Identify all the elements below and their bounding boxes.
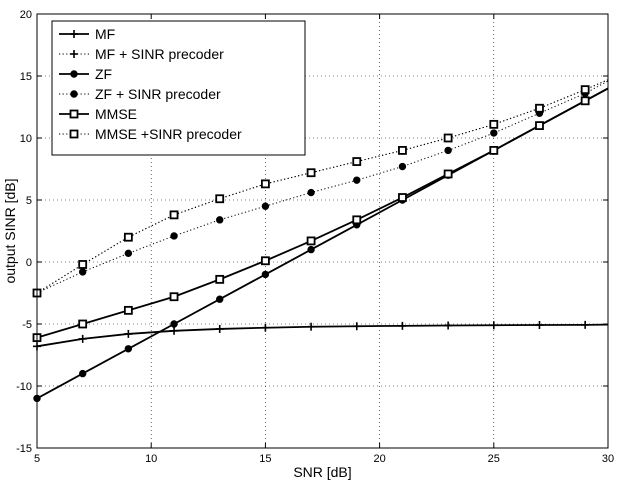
data-point [489, 119, 499, 129]
data-point [535, 121, 544, 130]
data-point [398, 321, 407, 330]
legend-label: ZF + SINR precoder [95, 86, 221, 102]
series-3 [33, 80, 609, 297]
data-point [123, 305, 133, 315]
data-point [215, 194, 225, 204]
data-point [170, 232, 178, 240]
x-tick-label: 10 [145, 453, 157, 465]
y-tick-label: 0 [26, 257, 32, 269]
data-point [444, 146, 452, 155]
data-point [352, 322, 361, 331]
data-point [443, 169, 453, 179]
data-point [169, 210, 179, 220]
x-tick-label: 20 [373, 453, 385, 465]
legend-entry: ZF + SINR precoder [59, 86, 221, 102]
legend-entry: MMSE +SINR precoder [59, 126, 242, 142]
y-tick-label: 10 [20, 133, 32, 145]
legend-marker [70, 30, 78, 38]
data-point [124, 345, 133, 353]
y-tick-label: 5 [26, 195, 32, 207]
legend-label: MF [95, 26, 115, 42]
data-point [581, 320, 590, 329]
y-tick-label: -10 [16, 381, 32, 393]
legend-entry: MMSE [59, 106, 137, 122]
data-point [490, 129, 498, 137]
series-line [36, 80, 609, 294]
data-point [78, 319, 88, 329]
data-point [260, 179, 270, 189]
y-tick-label: -15 [16, 443, 32, 455]
data-point [489, 321, 498, 330]
data-point [489, 145, 499, 155]
x-tick-label: 30 [602, 453, 614, 465]
data-point [535, 103, 544, 113]
series-line [36, 79, 609, 294]
data-point [398, 193, 407, 202]
legend-label: MMSE +SINR precoder [95, 126, 242, 142]
data-point [78, 268, 87, 276]
y-tick-label: 20 [20, 9, 32, 21]
data-point [307, 188, 315, 197]
data-point [123, 232, 133, 242]
x-tick-label: 5 [34, 453, 40, 465]
data-point [352, 215, 362, 225]
data-point [398, 145, 407, 155]
data-point [443, 133, 453, 143]
data-point [307, 245, 315, 254]
data-point [124, 249, 133, 258]
data-point [444, 321, 453, 330]
data-point [307, 322, 316, 331]
legend-label: MF + SINR precoder [95, 46, 224, 62]
data-point [215, 274, 225, 284]
axis-ticks: 5 10 15 20 25 30 -15 -10 -5 0 5 10 15 20 [16, 9, 614, 465]
data-point [78, 369, 87, 378]
data-point [261, 202, 270, 210]
data-point [78, 334, 87, 343]
y-tick-label: 15 [20, 71, 32, 83]
legend-marker [70, 70, 78, 78]
data-point [535, 320, 544, 329]
data-point [261, 323, 270, 332]
data-point [353, 176, 361, 184]
data-point [216, 295, 224, 303]
data-point [261, 270, 270, 279]
data-point [398, 162, 407, 171]
data-point [124, 329, 133, 338]
y-tick-label: -5 [22, 319, 32, 331]
x-axis-label: SNR [dB] [293, 464, 351, 480]
legend-label: MMSE [95, 106, 137, 122]
legend-box [51, 20, 306, 156]
data-point [78, 260, 88, 269]
legend-marker [70, 90, 78, 98]
series-5 [32, 79, 609, 298]
x-tick-label: 25 [488, 453, 500, 465]
series-line [36, 87, 609, 339]
x-tick-label: 15 [259, 453, 271, 465]
data-point [306, 168, 316, 178]
data-point [580, 96, 590, 106]
data-point [169, 292, 179, 302]
plot-frame [36, 13, 609, 449]
data-point [216, 216, 224, 224]
data-point [306, 236, 316, 246]
legend: MF MF + SINR precoder ZF ZF + SINR precoder… [51, 20, 306, 156]
legend-marker [69, 129, 79, 139]
legend-label: ZF [95, 66, 112, 82]
series-0 [33, 320, 609, 351]
legend-marker [70, 50, 78, 58]
data-point [260, 256, 270, 266]
legend-entry: MF + SINR precoder [59, 46, 224, 62]
legend-entry: MF [59, 26, 115, 42]
legend-entry: ZF [59, 66, 112, 82]
data-point [580, 85, 590, 95]
data-point [170, 326, 179, 335]
series-line [36, 323, 609, 348]
y-axis-label: output SINR [dB] [2, 178, 18, 283]
data-point [170, 320, 178, 328]
data-point [215, 324, 224, 333]
legend-marker [69, 109, 79, 119]
data-point [352, 157, 362, 166]
